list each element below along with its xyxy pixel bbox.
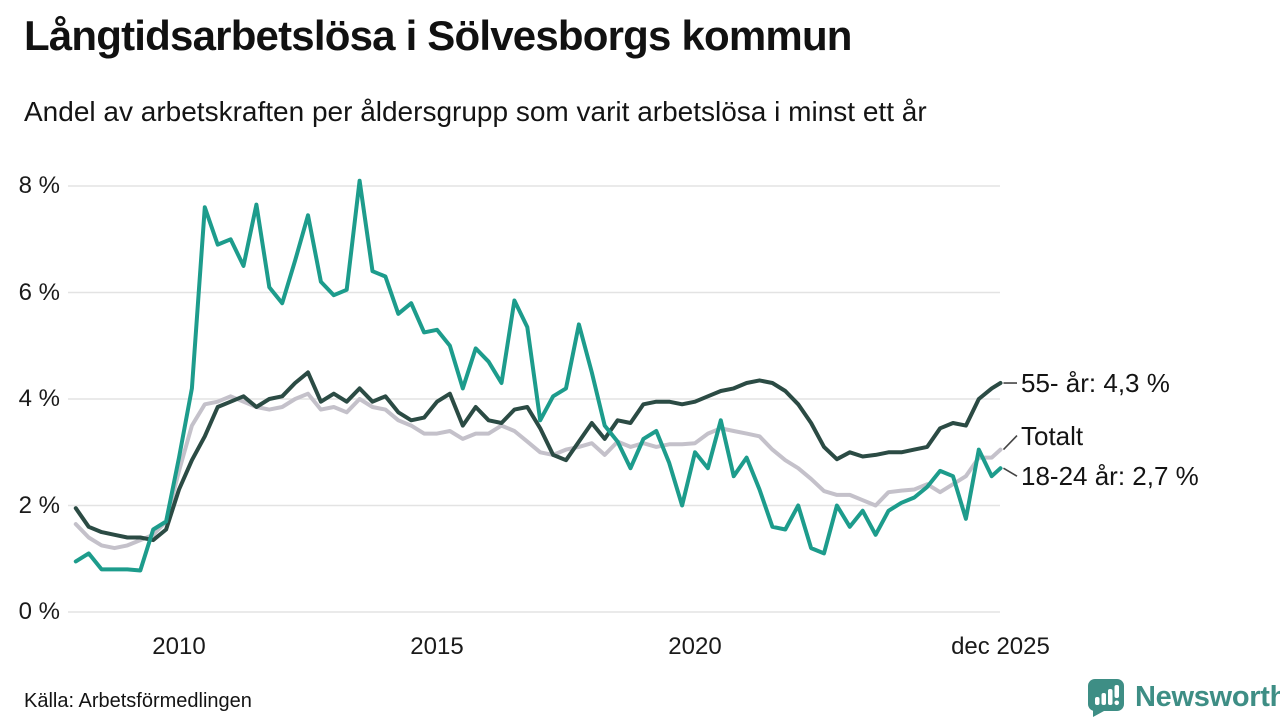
annotation-18-24-år: 18-24 år: 2,7 % <box>1021 461 1199 492</box>
brand-name: Newsworthy <box>1135 681 1280 713</box>
grid-layer <box>68 185 1000 613</box>
y-tick-label-2: 2 % <box>18 491 60 519</box>
line-series-55--år <box>73 370 1003 543</box>
page-title: Långtidsarbetslösa i Sölvesborgs kommun <box>24 12 852 59</box>
source-label: Källa: Arbetsförmedlingen <box>24 690 252 712</box>
annotation-Totalt: Totalt <box>1021 420 1084 451</box>
newsworthy-bubble-icon <box>1088 679 1124 717</box>
newsworthy-logo[interactable]: Newsworthy <box>1086 677 1280 717</box>
x-tick-label-2020: 2020 <box>668 633 722 660</box>
y-tick-label-0: 0 % <box>18 598 60 625</box>
page-subtitle: Andel av arbetskraften per åldersgrupp s… <box>24 96 927 127</box>
y-tick-label-8: 8 % <box>18 172 60 199</box>
line-series-18-24-år <box>73 178 1003 573</box>
y-tick-label-4: 4 % <box>18 385 60 412</box>
annotation-55--år: 55- år: 4,3 % <box>1021 368 1170 399</box>
x-tick-label-2015: 2015 <box>410 633 464 660</box>
line-series-Totalt <box>73 391 1003 551</box>
annotation-connectors <box>1002 382 1018 477</box>
x-tick-label-dec-2025: dec 2025 <box>951 633 1050 660</box>
series-layer <box>73 178 1003 573</box>
y-tick-label-6: 6 % <box>18 278 60 306</box>
x-tick-label-2010: 2010 <box>152 633 206 660</box>
